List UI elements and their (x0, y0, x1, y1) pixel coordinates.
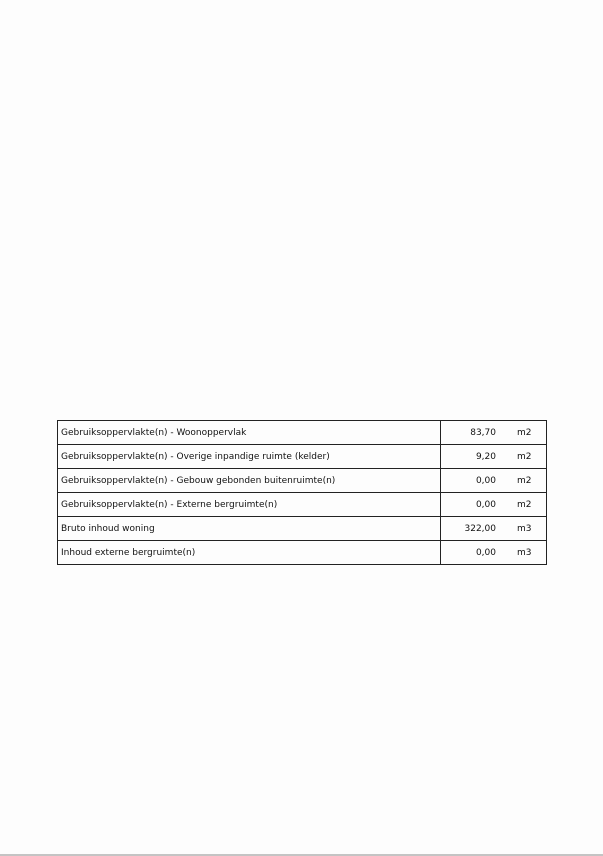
row-unit: m2 (496, 444, 547, 469)
row-unit: m2 (496, 492, 547, 517)
row-unit: m2 (496, 468, 547, 493)
table-row: Gebruiksoppervlakte(n) - Woonoppervlak 83… (57, 420, 547, 445)
row-value: 83,70 (440, 420, 496, 445)
row-label: Gebruiksoppervlakte(n) - Woonoppervlak (57, 420, 441, 445)
row-label: Bruto inhoud woning (57, 516, 441, 541)
row-value: 0,00 (440, 468, 496, 493)
page-bottom-edge (0, 854, 603, 856)
row-label: Gebruiksoppervlakte(n) - Overige inpandi… (57, 444, 441, 469)
row-label: Inhoud externe bergruimte(n) (57, 540, 441, 565)
row-value: 0,00 (440, 492, 496, 517)
table-row: Bruto inhoud woning 322,00 m3 (57, 516, 547, 541)
row-value: 0,00 (440, 540, 496, 565)
area-volume-table: Gebruiksoppervlakte(n) - Woonoppervlak 83… (57, 420, 547, 565)
row-unit: m3 (496, 516, 547, 541)
row-value: 9,20 (440, 444, 496, 469)
row-unit: m2 (496, 420, 547, 445)
row-label: Gebruiksoppervlakte(n) - Gebouw gebonden… (57, 468, 441, 493)
row-value: 322,00 (440, 516, 496, 541)
table-row: Inhoud externe bergruimte(n) 0,00 m3 (57, 540, 547, 565)
table-row: Gebruiksoppervlakte(n) - Gebouw gebonden… (57, 468, 547, 493)
table-row: Gebruiksoppervlakte(n) - Externe bergrui… (57, 492, 547, 517)
row-label: Gebruiksoppervlakte(n) - Externe bergrui… (57, 492, 441, 517)
table-row: Gebruiksoppervlakte(n) - Overige inpandi… (57, 444, 547, 469)
row-unit: m3 (496, 540, 547, 565)
